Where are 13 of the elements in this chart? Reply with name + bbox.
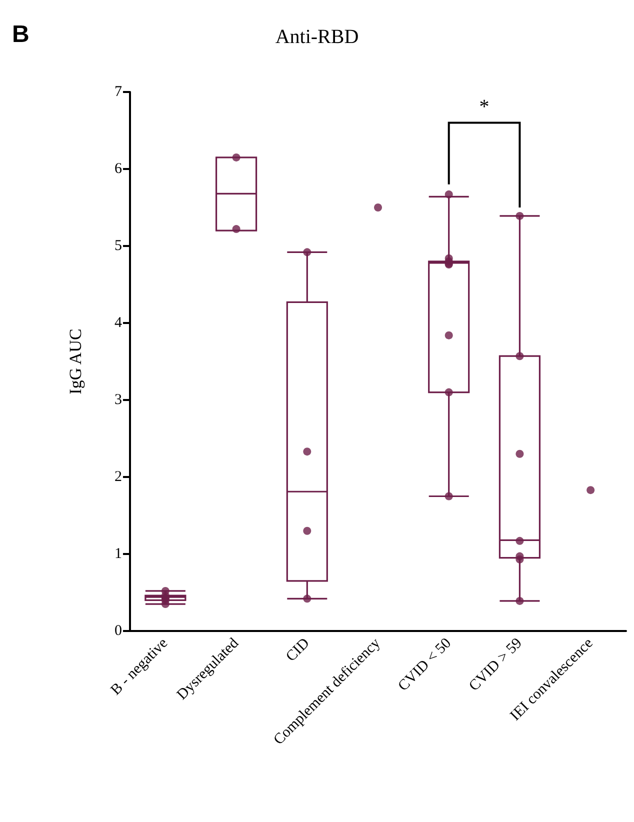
x-tick-label: CID (283, 635, 313, 665)
y-tick-label: 6 (114, 161, 122, 177)
y-axis-title: IgG AUC (66, 328, 85, 394)
y-tick-label: 7 (114, 84, 122, 100)
text: B (12, 21, 30, 48)
y-tick-label: 4 (114, 315, 122, 331)
y-tick-label: 2 (114, 469, 122, 485)
y-tick-label: 0 (114, 623, 122, 639)
y-tick-label: 3 (114, 392, 122, 408)
chart-title: Anti-RBD (275, 26, 359, 48)
y-tick-label: 5 (114, 238, 122, 254)
annotation: * (479, 96, 490, 118)
y-tick-label: 1 (114, 546, 122, 562)
